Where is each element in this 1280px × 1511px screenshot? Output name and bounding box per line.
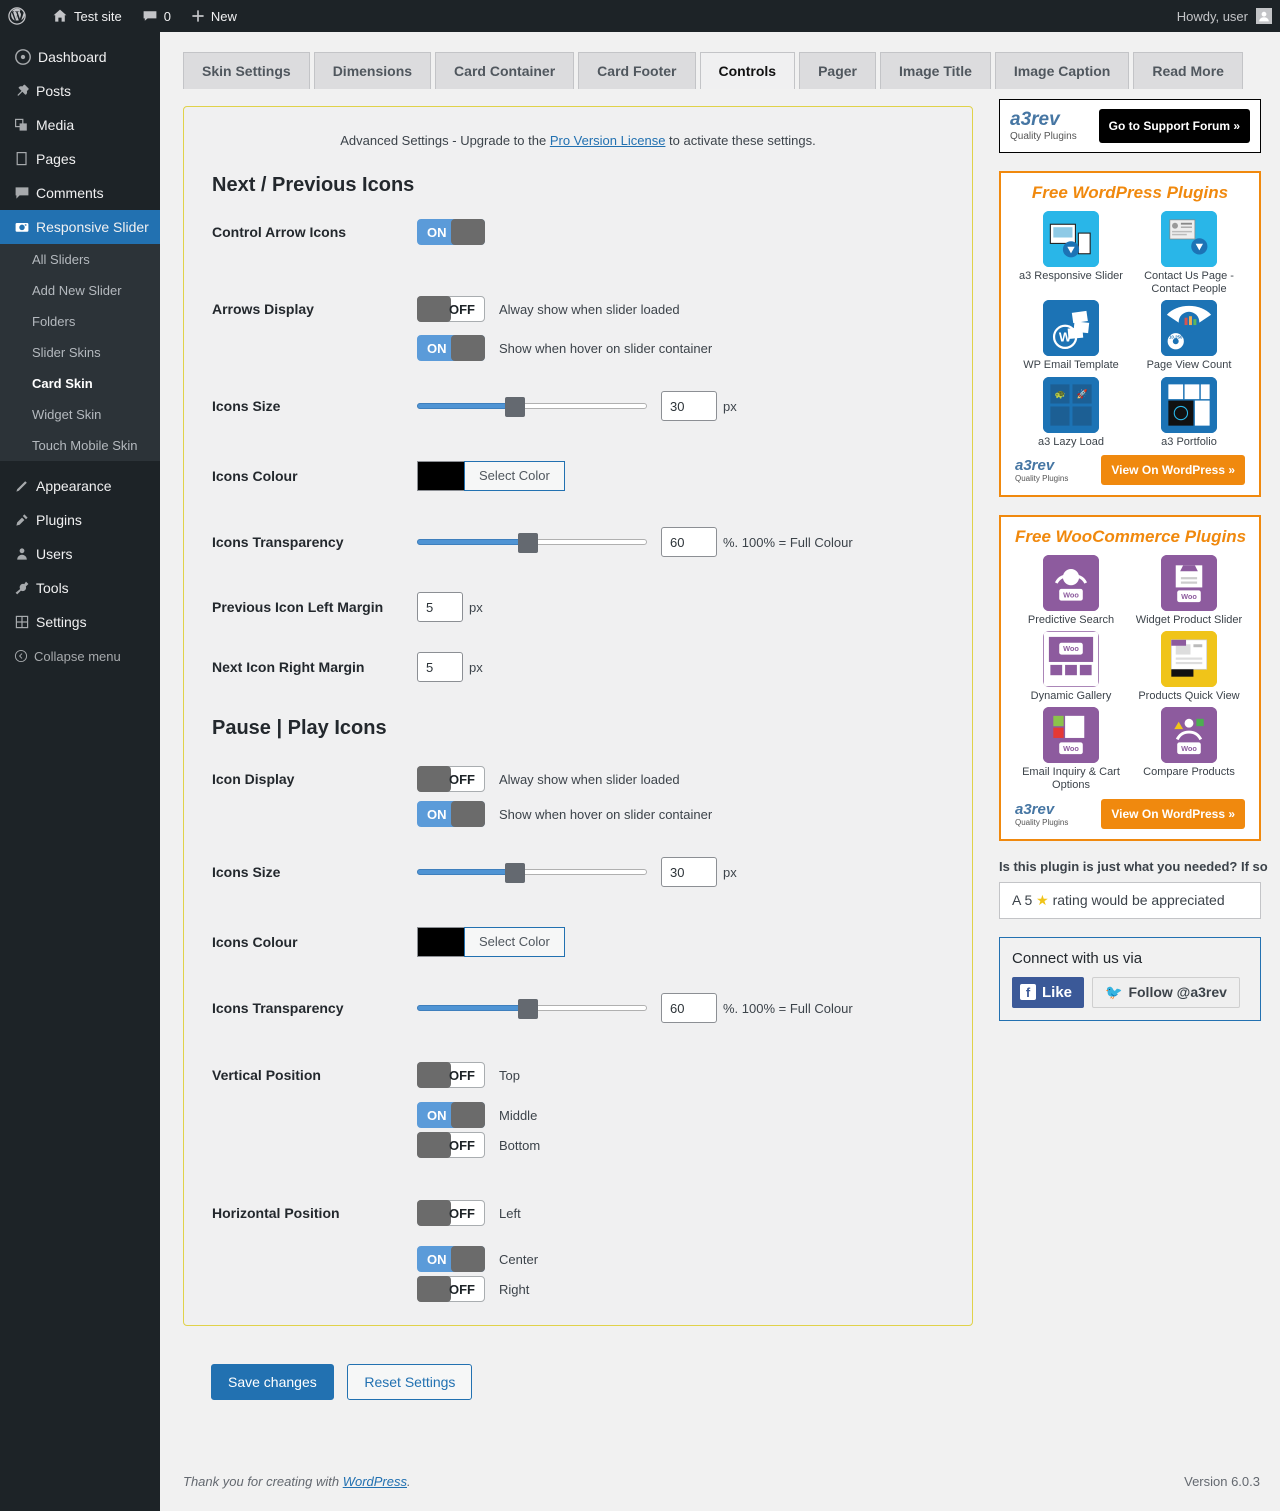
svg-text:Woo: Woo [1063, 744, 1079, 753]
svg-text:Woo: Woo [1063, 644, 1079, 653]
svg-text:Woo: Woo [1181, 592, 1197, 601]
svg-text:Woo: Woo [1181, 744, 1197, 753]
svg-text:🚀: 🚀 [1077, 387, 1088, 398]
svg-text:Woo: Woo [1063, 590, 1079, 599]
svg-text:🐢: 🐢 [1054, 388, 1065, 398]
